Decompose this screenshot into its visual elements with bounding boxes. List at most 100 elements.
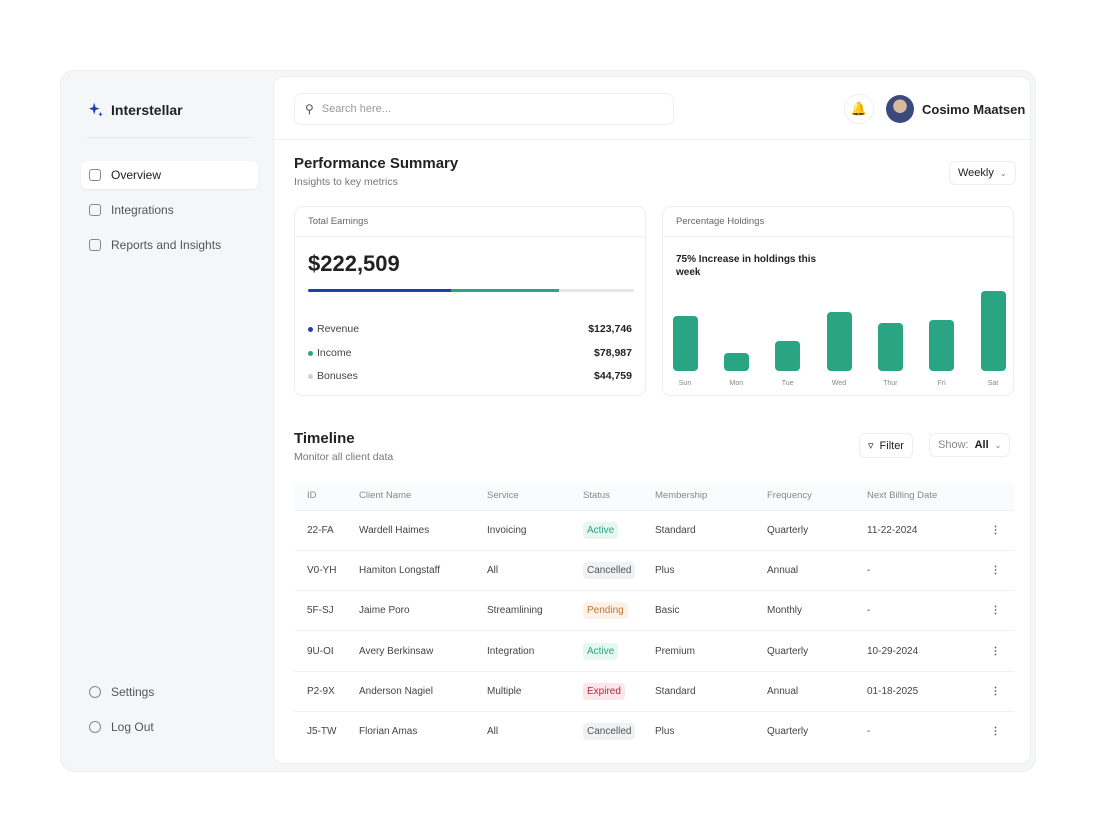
holdings-bar-chart: Sun Mon Tue Wed Thur Fri Sat xyxy=(672,277,1006,387)
more-options-icon[interactable]: ⋮ xyxy=(964,630,1014,672)
card-title: Total Earnings xyxy=(295,207,645,237)
bar-thur[interactable] xyxy=(877,323,903,371)
sidebar-item-integrations[interactable]: Integrations xyxy=(81,196,258,224)
bell-icon[interactable]: 🔔 xyxy=(844,94,874,124)
sidebar-item-label: Log Out xyxy=(111,720,154,734)
table-cell: Monthly xyxy=(754,590,854,631)
status-badge: Active xyxy=(583,642,619,660)
bar-tue[interactable] xyxy=(775,340,801,371)
column-header-actions xyxy=(964,482,1014,510)
page-title: Performance Summary xyxy=(294,155,459,172)
column-header[interactable]: Service xyxy=(474,482,570,510)
status-badge: Active xyxy=(583,521,619,539)
gear-icon xyxy=(89,686,101,698)
table-cell: Annual xyxy=(754,670,854,712)
show-dropdown[interactable]: Show: All ⌄ xyxy=(929,433,1011,457)
column-header[interactable]: Client Name xyxy=(346,482,474,510)
divider xyxy=(87,137,253,138)
table-cell: Avery Berkinsaw xyxy=(346,630,474,672)
search-input[interactable]: ⚲ Search here... xyxy=(294,93,674,125)
report-icon xyxy=(89,239,101,251)
table-row[interactable]: J5-TW Florian Amas All Cancelled Plus Quarter… xyxy=(294,710,1014,752)
legend-value: $123,746 xyxy=(588,323,632,335)
table-row[interactable]: P2-9X Anderson Nagiel Multiple Expired Stand… xyxy=(294,670,1014,712)
bar-label: Thur xyxy=(883,380,898,387)
column-header[interactable]: ID xyxy=(294,482,346,510)
more-options-icon[interactable]: ⋮ xyxy=(964,670,1014,712)
table-cell: Premium xyxy=(642,630,754,672)
earnings-card: Total Earnings $222,509 Revenue $123,746 … xyxy=(294,206,646,396)
column-header[interactable]: Next Billing Date xyxy=(854,482,964,510)
status-badge: Cancelled xyxy=(583,723,636,741)
holdings-headline: 75% Increase in holdings this week xyxy=(676,254,817,278)
more-options-icon[interactable]: ⋮ xyxy=(964,509,1014,551)
status-cell: Cancelled xyxy=(570,549,642,591)
search-placeholder: Search here... xyxy=(321,103,391,115)
legend-value: $78,987 xyxy=(594,347,632,359)
bar-mon[interactable] xyxy=(723,352,749,371)
income-segment xyxy=(451,289,560,292)
table-cell: All xyxy=(474,710,570,752)
legend-label: Income xyxy=(317,347,352,359)
column-header[interactable]: Frequency xyxy=(754,482,854,510)
table-cell: Anderson Nagiel xyxy=(346,670,474,712)
filter-button[interactable]: ▿ Filter xyxy=(859,433,913,458)
table-cell: Jaime Poro xyxy=(346,590,474,631)
status-cell: Active xyxy=(570,630,642,672)
status-badge: Cancelled xyxy=(583,561,636,579)
earnings-progress-bar xyxy=(308,289,634,292)
bar-wed[interactable] xyxy=(826,312,852,371)
bar-fri[interactable] xyxy=(929,320,955,371)
section-subtitle: Monitor all client data xyxy=(294,451,394,463)
status-cell: Pending xyxy=(570,590,642,631)
table-cell: Plus xyxy=(642,710,754,752)
column-header[interactable]: Membership xyxy=(642,482,754,510)
main-panel: ⚲ Search here... 🔔 Cosimo Maatsen Perfor… xyxy=(273,76,1031,764)
avatar xyxy=(886,95,914,123)
table-cell: Multiple xyxy=(474,670,570,712)
period-dropdown[interactable]: Weekly ⌄ xyxy=(949,161,1016,185)
table-cell: Quarterly xyxy=(754,710,854,752)
legend-income: Income $78,987 xyxy=(308,347,632,359)
table-row[interactable]: V0-YH Hamiton Longstaff All Cancelled Plus An… xyxy=(294,549,1014,591)
more-options-icon[interactable]: ⋮ xyxy=(964,590,1014,631)
bar-label: Tue xyxy=(781,380,794,387)
table-cell: 5F-SJ xyxy=(294,590,346,631)
table-cell: Integration xyxy=(474,630,570,672)
card-title: Percentage Holdings xyxy=(663,207,1013,237)
table-cell: - xyxy=(854,549,964,591)
more-options-icon[interactable]: ⋮ xyxy=(964,710,1014,752)
table-cell: Invoicing xyxy=(474,509,570,551)
sidebar-item-reports[interactable]: Reports and Insights xyxy=(81,231,258,259)
table-cell: J5-TW xyxy=(294,710,346,752)
table-row[interactable]: 5F-SJ Jaime Poro Streamlining Pending Basic M… xyxy=(294,590,1014,631)
bar-sat[interactable] xyxy=(980,291,1006,371)
table-row[interactable]: 9U-OI Avery Berkinsaw Integration Active Pre… xyxy=(294,630,1014,672)
revenue-dot xyxy=(308,326,313,332)
table-row[interactable]: 22-FA Wardell Haimes Invoicing Active Standa… xyxy=(294,509,1014,551)
chevron-down-icon: ⌄ xyxy=(994,440,1002,450)
sidebar-item-overview[interactable]: Overview xyxy=(81,161,258,189)
sidebar-item-label: Reports and Insights xyxy=(111,238,222,252)
logout-icon xyxy=(89,721,101,733)
user-menu[interactable]: Cosimo Maatsen xyxy=(886,95,1025,123)
filter-label: Filter xyxy=(879,439,904,452)
logo[interactable]: Interstellar xyxy=(87,101,183,119)
status-badge: Pending xyxy=(583,602,628,620)
legend-value: $44,759 xyxy=(594,370,632,382)
table-cell: 01-18-2025 xyxy=(854,670,964,712)
table-cell: Wardell Haimes xyxy=(346,509,474,551)
more-options-icon[interactable]: ⋮ xyxy=(964,549,1014,591)
table-cell: 22-FA xyxy=(294,509,346,551)
sidebar-item-logout[interactable]: Log Out xyxy=(81,713,258,741)
column-header[interactable]: Status xyxy=(570,482,642,510)
bonuses-dot xyxy=(308,373,313,379)
app-name: Interstellar xyxy=(111,102,183,118)
bar-sun[interactable] xyxy=(672,316,698,371)
sidebar-item-settings[interactable]: Settings xyxy=(81,678,258,706)
table-cell: Streamlining xyxy=(474,590,570,631)
section-title: Timeline xyxy=(294,430,355,447)
income-dot xyxy=(308,350,313,356)
table-cell: V0-YH xyxy=(294,549,346,591)
show-label: Show: xyxy=(938,439,969,451)
